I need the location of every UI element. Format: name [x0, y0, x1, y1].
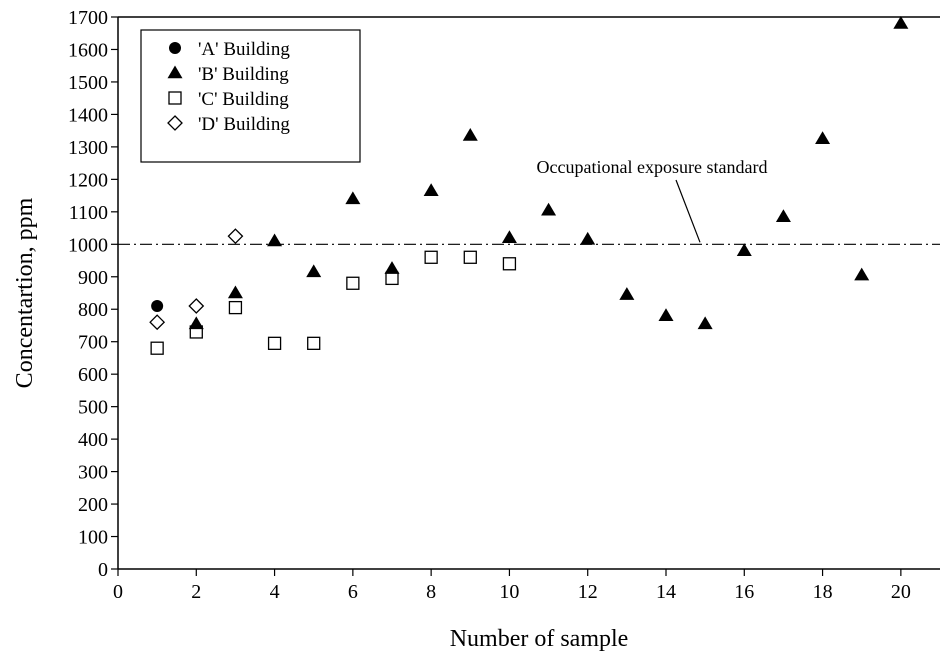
data-point-bbuilding [775, 209, 791, 222]
x-tick-label: 6 [348, 581, 358, 603]
y-axis-title: Concentartion, ppm [12, 197, 38, 388]
y-tick-label: 1400 [68, 104, 108, 126]
data-point-cbuilding [150, 341, 164, 355]
data-point-dbuilding [227, 228, 244, 245]
x-tick-label: 2 [191, 581, 201, 603]
y-tick-label: 400 [78, 429, 108, 451]
data-point-bbuilding [893, 15, 909, 29]
data-point-bbuilding [384, 261, 400, 274]
legend-label-bbuilding: 'B' Building [198, 64, 289, 85]
data-point-bbuilding [188, 316, 204, 330]
axes: 0100200300400500600700800900100011001200… [68, 7, 940, 603]
y-tick-label: 1700 [68, 7, 108, 29]
reference-line-label: Occupational exposure standard [537, 157, 768, 177]
legend-marker-abuilding [169, 42, 181, 54]
data-point-bbuilding [697, 316, 713, 330]
data-point-bbuilding [423, 183, 439, 196]
data-point-bbuilding [580, 231, 596, 245]
data-point-cbuilding [463, 250, 477, 264]
x-tick-label: 4 [270, 581, 280, 603]
data-point-bbuilding [501, 230, 517, 244]
legend-label-dbuilding: 'D' Building [198, 114, 290, 135]
data-point-dbuilding [149, 314, 166, 331]
x-tick-label: 18 [813, 581, 833, 603]
data-point-bbuilding [854, 267, 870, 281]
data-point-bbuilding [345, 191, 361, 205]
y-tick-label: 700 [78, 332, 108, 354]
x-tick-label: 16 [734, 581, 754, 603]
x-tick-label: 0 [113, 581, 123, 603]
data-point-bbuilding [658, 308, 674, 321]
legend-label-cbuilding: 'C' Building [198, 89, 289, 110]
y-tick-label: 500 [78, 397, 108, 419]
data-point-bbuilding [267, 233, 283, 247]
y-tick-label: 300 [78, 462, 108, 484]
legend-marker-bbuilding [167, 65, 183, 79]
data-point-dbuilding [188, 298, 205, 314]
y-tick-label: 0 [98, 559, 108, 581]
x-tick-label: 20 [891, 581, 911, 603]
y-tick-label: 1600 [68, 39, 108, 61]
data-point-cbuilding [228, 300, 243, 315]
x-tick-label: 10 [499, 581, 519, 603]
data-point-bbuilding [462, 128, 478, 141]
x-tick-label: 12 [578, 581, 598, 603]
y-tick-label: 1500 [68, 72, 108, 94]
y-tick-label: 800 [78, 299, 108, 321]
data-point-cbuilding [307, 336, 321, 350]
y-tick-label: 900 [78, 267, 108, 289]
data-point-bbuilding [227, 285, 243, 299]
y-tick-label: 100 [78, 527, 108, 549]
legend: 'A' Building 'B' Building 'C' Building 'D' … [140, 29, 361, 163]
data-point-bbuilding [306, 264, 322, 278]
data-point-cbuilding [267, 336, 282, 350]
x-tick-label: 8 [426, 581, 436, 603]
data-points [149, 15, 909, 355]
y-tick-label: 200 [78, 494, 108, 516]
data-point-abuilding [151, 299, 164, 312]
data-point-bbuilding [619, 287, 635, 300]
legend-marker-dbuilding [167, 115, 183, 131]
x-tick-label: 14 [656, 581, 676, 603]
data-point-bbuilding [815, 131, 831, 145]
y-tick-label: 1000 [68, 234, 108, 256]
y-tick-label: 600 [78, 364, 108, 386]
data-point-cbuilding [346, 276, 360, 290]
data-point-bbuilding [736, 243, 752, 257]
data-point-bbuilding [541, 202, 557, 216]
data-point-cbuilding [424, 250, 438, 264]
data-point-cbuilding [385, 271, 399, 286]
reference-line-group: Occupational exposure standard [118, 157, 940, 245]
legend-label-abuilding: 'A' Building [198, 39, 290, 60]
y-tick-label: 1200 [68, 169, 108, 191]
y-tick-label: 1100 [69, 202, 108, 224]
y-tick-label: 1300 [68, 137, 108, 159]
data-point-cbuilding [502, 257, 517, 271]
annotation-leader-line [675, 179, 701, 243]
x-axis-title: Number of sample [450, 626, 629, 651]
legend-marker-cbuilding [168, 91, 182, 105]
